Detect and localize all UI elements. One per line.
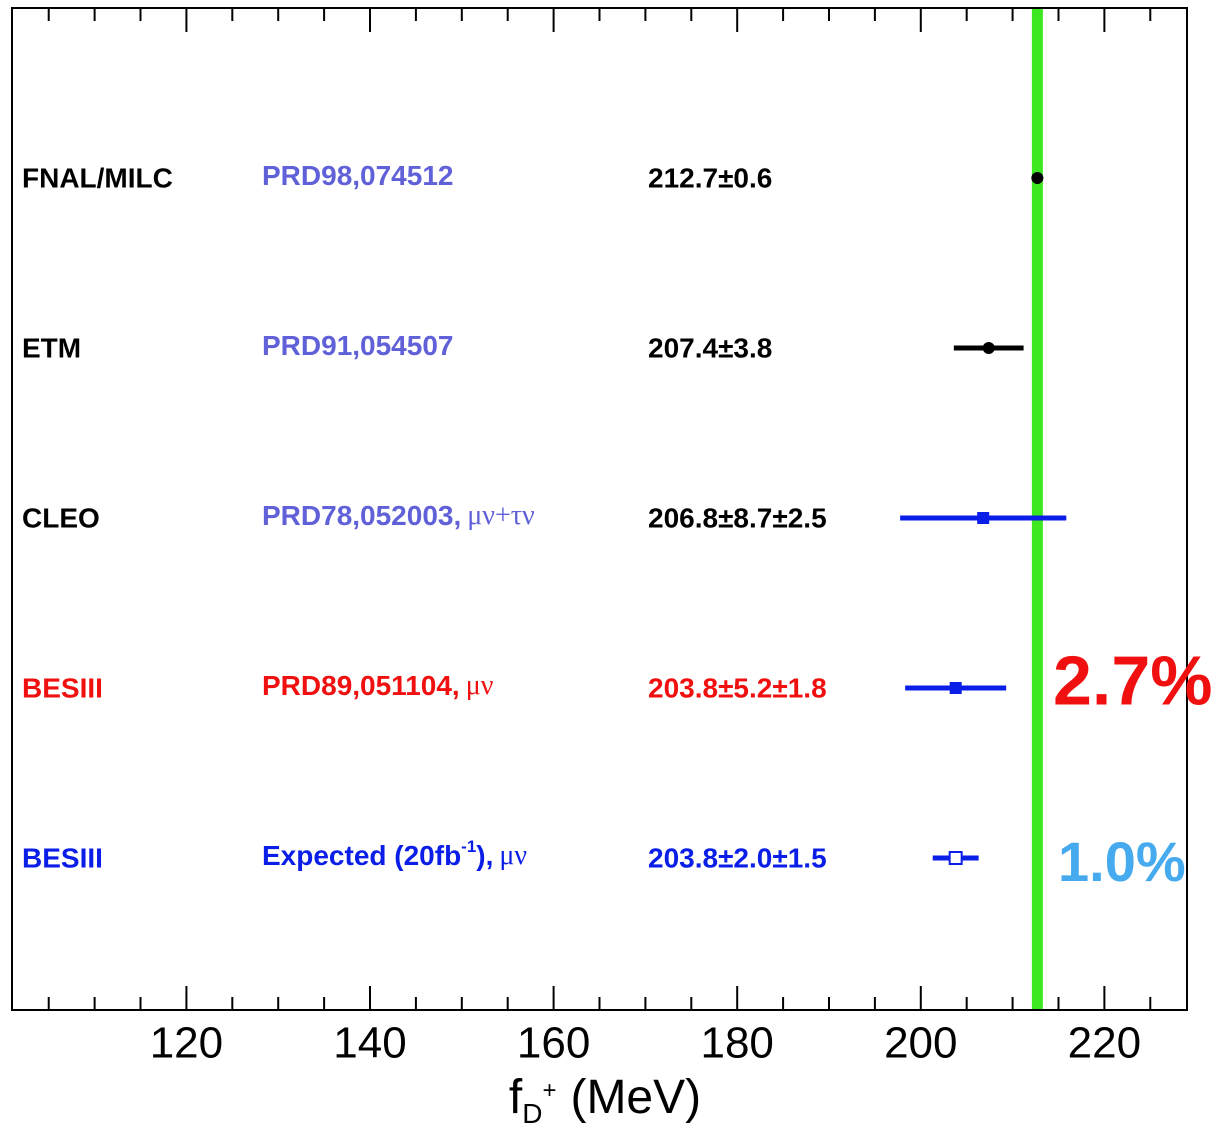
x-tick-label: 220 xyxy=(1068,1019,1141,1068)
x-tick-label: 140 xyxy=(333,1019,406,1068)
annotation: 1.0% xyxy=(1058,830,1186,893)
entry-reference: PRD89,051104, μν xyxy=(262,670,493,701)
entry-value-label: 212.7±0.6 xyxy=(648,162,772,193)
reference-text: Expected (20fb xyxy=(262,840,461,871)
x-axis-label: fD+ (MeV) xyxy=(509,1071,701,1130)
x-tick-label: 200 xyxy=(884,1019,957,1068)
entry-name: CLEO xyxy=(22,502,100,533)
reference-text: ), xyxy=(476,840,493,871)
marker xyxy=(949,682,962,694)
plot-frame xyxy=(11,7,1188,1011)
x-label-subscript: D xyxy=(522,1098,542,1129)
entry-name: BESIII xyxy=(22,842,103,873)
reference-text: PRD98,074512 xyxy=(262,160,453,191)
reference-channel: μν+τν xyxy=(467,500,534,531)
marker xyxy=(977,512,990,524)
marker xyxy=(1031,172,1044,184)
entry-reference: PRD78,052003, μν+τν xyxy=(262,500,535,531)
reference-superscript: -1 xyxy=(461,837,476,856)
marker xyxy=(982,342,995,354)
reference-channel: μν xyxy=(466,670,494,701)
reference-band xyxy=(1031,8,1043,1010)
x-tick-label: 120 xyxy=(150,1019,223,1068)
entry-name: BESIII xyxy=(22,672,103,703)
entry-reference: PRD91,054507 xyxy=(262,330,453,361)
entry-value-label: 206.8±8.7±2.5 xyxy=(648,502,827,533)
entry-value-label: 207.4±3.8 xyxy=(648,332,772,363)
reference-text: PRD78,052003, xyxy=(262,500,461,531)
entry-name: FNAL/MILC xyxy=(22,162,173,193)
reference-text: PRD89,051104, xyxy=(262,670,460,701)
entry-reference: Expected (20fb-1), μν xyxy=(262,837,527,871)
entry-value-label: 203.8±5.2±1.8 xyxy=(648,672,827,703)
x-label-superscript: + xyxy=(542,1077,556,1104)
marker xyxy=(948,851,963,865)
x-label-symbol: f xyxy=(509,1071,523,1124)
x-tick-label: 160 xyxy=(517,1019,590,1068)
entry-reference: PRD98,074512 xyxy=(262,160,453,191)
entry-name: ETM xyxy=(22,332,81,363)
entry-value-label: 203.8±2.0±1.5 xyxy=(648,842,827,873)
reference-channel: μν xyxy=(499,840,527,871)
x-tick-label: 180 xyxy=(700,1019,773,1068)
annotation: 2.7% xyxy=(1053,641,1213,719)
reference-text: PRD91,054507 xyxy=(262,330,453,361)
x-label-unit: (MeV) xyxy=(570,1071,701,1124)
